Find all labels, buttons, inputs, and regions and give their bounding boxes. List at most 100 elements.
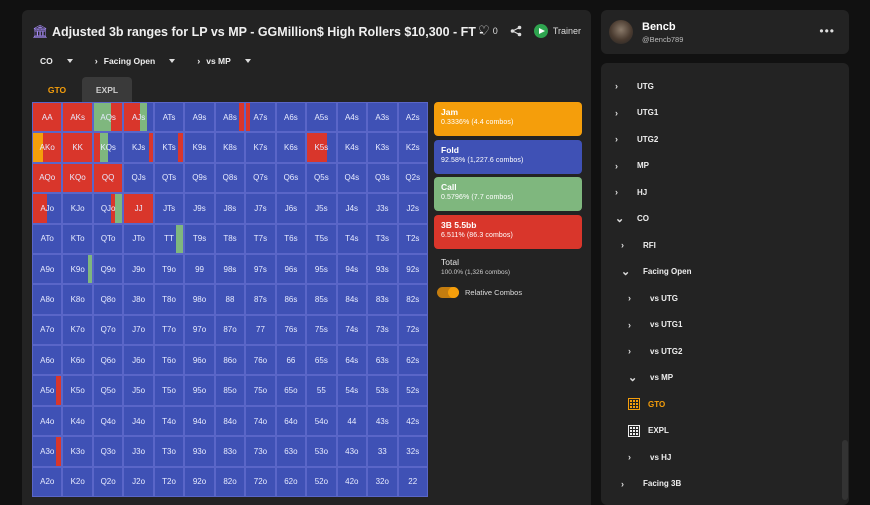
hand-cell-A2o[interactable]: A2o: [32, 466, 63, 497]
hand-cell-65o[interactable]: 65o: [275, 375, 307, 406]
hand-cell-J5s[interactable]: J5s: [306, 193, 337, 224]
position-filter[interactable]: CO: [40, 56, 73, 66]
tree-item-utg2[interactable]: › UTG2: [615, 132, 658, 146]
hand-cell-75o[interactable]: 75o: [245, 375, 276, 406]
hand-cell-62s[interactable]: 62s: [397, 345, 428, 376]
hand-cell-K7s[interactable]: K7s: [245, 132, 276, 163]
hand-cell-J6o[interactable]: J6o: [123, 345, 154, 376]
hand-cell-J7o[interactable]: J7o: [123, 314, 154, 346]
hand-cell-K8s[interactable]: K8s: [214, 132, 246, 163]
hand-cell-J3s[interactable]: J3s: [367, 193, 398, 224]
hand-cell-T2s[interactable]: T2s: [397, 223, 428, 254]
tree-item-vs-utg2[interactable]: › vs UTG2: [628, 344, 682, 358]
hand-cell-53s[interactable]: 53s: [367, 375, 398, 406]
hand-cell-94o[interactable]: 94o: [184, 405, 215, 437]
hand-cell-32s[interactable]: 32s: [397, 436, 428, 467]
hand-cell-64o[interactable]: 64o: [275, 405, 307, 437]
hand-cell-83o[interactable]: 83o: [214, 436, 246, 467]
hand-cell-73s[interactable]: 73s: [367, 314, 398, 346]
share-icon[interactable]: [510, 25, 522, 37]
hand-cell-52s[interactable]: 52s: [397, 375, 428, 406]
hand-cell-76o[interactable]: 76o: [245, 345, 276, 376]
hand-cell-T7o[interactable]: T7o: [153, 314, 185, 346]
hand-cell-J3o[interactable]: J3o: [123, 436, 154, 467]
opponent-filter[interactable]: › vs MP: [197, 56, 251, 66]
hand-cell-K7o[interactable]: K7o: [62, 314, 93, 346]
hand-cell-Q7o[interactable]: Q7o: [92, 314, 124, 346]
hand-cell-55[interactable]: 55: [306, 375, 337, 406]
hand-cell-63o[interactable]: 63o: [275, 436, 307, 467]
hand-cell-33[interactable]: 33: [367, 436, 398, 467]
hand-cell-AQo[interactable]: AQo: [32, 162, 63, 194]
hand-cell-T9s[interactable]: T9s: [184, 223, 215, 254]
hand-cell-K4s[interactable]: K4s: [336, 132, 368, 163]
hand-cell-92o[interactable]: 92o: [184, 466, 215, 497]
hand-cell-Q6o[interactable]: Q6o: [92, 345, 124, 376]
hand-cell-A7o[interactable]: A7o: [32, 314, 63, 346]
hand-cell-KQs[interactable]: KQs: [92, 132, 124, 163]
hand-cell-99[interactable]: 99: [184, 253, 215, 285]
hand-cell-87o[interactable]: 87o: [214, 314, 246, 346]
tree-item-vs-hj[interactable]: › vs HJ: [628, 450, 671, 464]
hand-cell-52o[interactable]: 52o: [306, 466, 337, 497]
hand-cell-J8s[interactable]: J8s: [214, 193, 246, 224]
legend-fold[interactable]: Fold 92.58% (1,227.6 combos): [434, 139, 582, 174]
hand-cell-J2o[interactable]: J2o: [123, 466, 154, 497]
hand-cell-96o[interactable]: 96o: [184, 345, 215, 376]
hand-cell-J7s[interactable]: J7s: [245, 193, 276, 224]
hand-cell-75s[interactable]: 75s: [306, 314, 337, 346]
hand-cell-A9o[interactable]: A9o: [32, 253, 63, 285]
hand-cell-T2o[interactable]: T2o: [153, 466, 185, 497]
hand-cell-QQ[interactable]: QQ: [92, 162, 124, 194]
hand-cell-A3s[interactable]: A3s: [367, 102, 398, 133]
hand-cell-A4s[interactable]: A4s: [336, 102, 368, 133]
hand-cell-73o[interactable]: 73o: [245, 436, 276, 467]
hand-cell-AJs[interactable]: AJs: [123, 102, 154, 133]
hand-cell-97s[interactable]: 97s: [245, 253, 276, 285]
hand-cell-A9s[interactable]: A9s: [184, 102, 215, 133]
hand-cell-84s[interactable]: 84s: [336, 284, 368, 315]
hand-cell-62o[interactable]: 62o: [275, 466, 307, 497]
hand-cell-T6s[interactable]: T6s: [275, 223, 307, 254]
hand-cell-J6s[interactable]: J6s: [275, 193, 307, 224]
hand-cell-92s[interactable]: 92s: [397, 253, 428, 285]
hand-cell-T5o[interactable]: T5o: [153, 375, 185, 406]
hand-cell-42s[interactable]: 42s: [397, 405, 428, 437]
hand-cell-Q7s[interactable]: Q7s: [245, 162, 276, 194]
hand-cell-K6s[interactable]: K6s: [275, 132, 307, 163]
hand-cell-32o[interactable]: 32o: [367, 466, 398, 497]
hand-cell-AJo[interactable]: AJo: [32, 193, 63, 224]
tree-item-vs-utg[interactable]: › vs UTG: [628, 291, 678, 305]
tree-item-vs-mp[interactable]: ⌄ vs MP: [628, 371, 673, 385]
hand-cell-J9o[interactable]: J9o: [123, 253, 154, 285]
hand-cell-97o[interactable]: 97o: [184, 314, 215, 346]
hand-cell-Q3s[interactable]: Q3s: [367, 162, 398, 194]
more-options-icon[interactable]: •••: [819, 24, 835, 38]
hand-cell-22[interactable]: 22: [397, 466, 428, 497]
hand-cell-43o[interactable]: 43o: [336, 436, 368, 467]
hand-cell-98o[interactable]: 98o: [184, 284, 215, 315]
hand-cell-AQs[interactable]: AQs: [92, 102, 124, 133]
trainer-button[interactable]: Trainer: [533, 24, 581, 38]
hand-cell-88[interactable]: 88: [214, 284, 246, 315]
hand-cell-82s[interactable]: 82s: [397, 284, 428, 315]
legend-raise[interactable]: 3B 5.5bb 6.511% (86.3 combos): [434, 214, 582, 249]
hand-cell-J8o[interactable]: J8o: [123, 284, 154, 315]
hand-cell-54o[interactable]: 54o: [306, 405, 337, 437]
hand-cell-T5s[interactable]: T5s: [306, 223, 337, 254]
hand-cell-K3s[interactable]: K3s: [367, 132, 398, 163]
hand-cell-AA[interactable]: AA: [32, 102, 63, 133]
hand-cell-KJs[interactable]: KJs: [123, 132, 154, 163]
tab-gto[interactable]: GTO: [47, 85, 67, 95]
hand-cell-TT[interactable]: TT: [153, 223, 185, 254]
hand-cell-J4o[interactable]: J4o: [123, 405, 154, 437]
hand-cell-J5o[interactable]: J5o: [123, 375, 154, 406]
hand-cell-T9o[interactable]: T9o: [153, 253, 185, 285]
hand-cell-T3s[interactable]: T3s: [367, 223, 398, 254]
hand-cell-T3o[interactable]: T3o: [153, 436, 185, 467]
hand-cell-83s[interactable]: 83s: [367, 284, 398, 315]
avatar[interactable]: [609, 20, 633, 44]
hand-cell-K9s[interactable]: K9s: [184, 132, 215, 163]
hand-cell-74o[interactable]: 74o: [245, 405, 276, 437]
hand-cell-82o[interactable]: 82o: [214, 466, 246, 497]
